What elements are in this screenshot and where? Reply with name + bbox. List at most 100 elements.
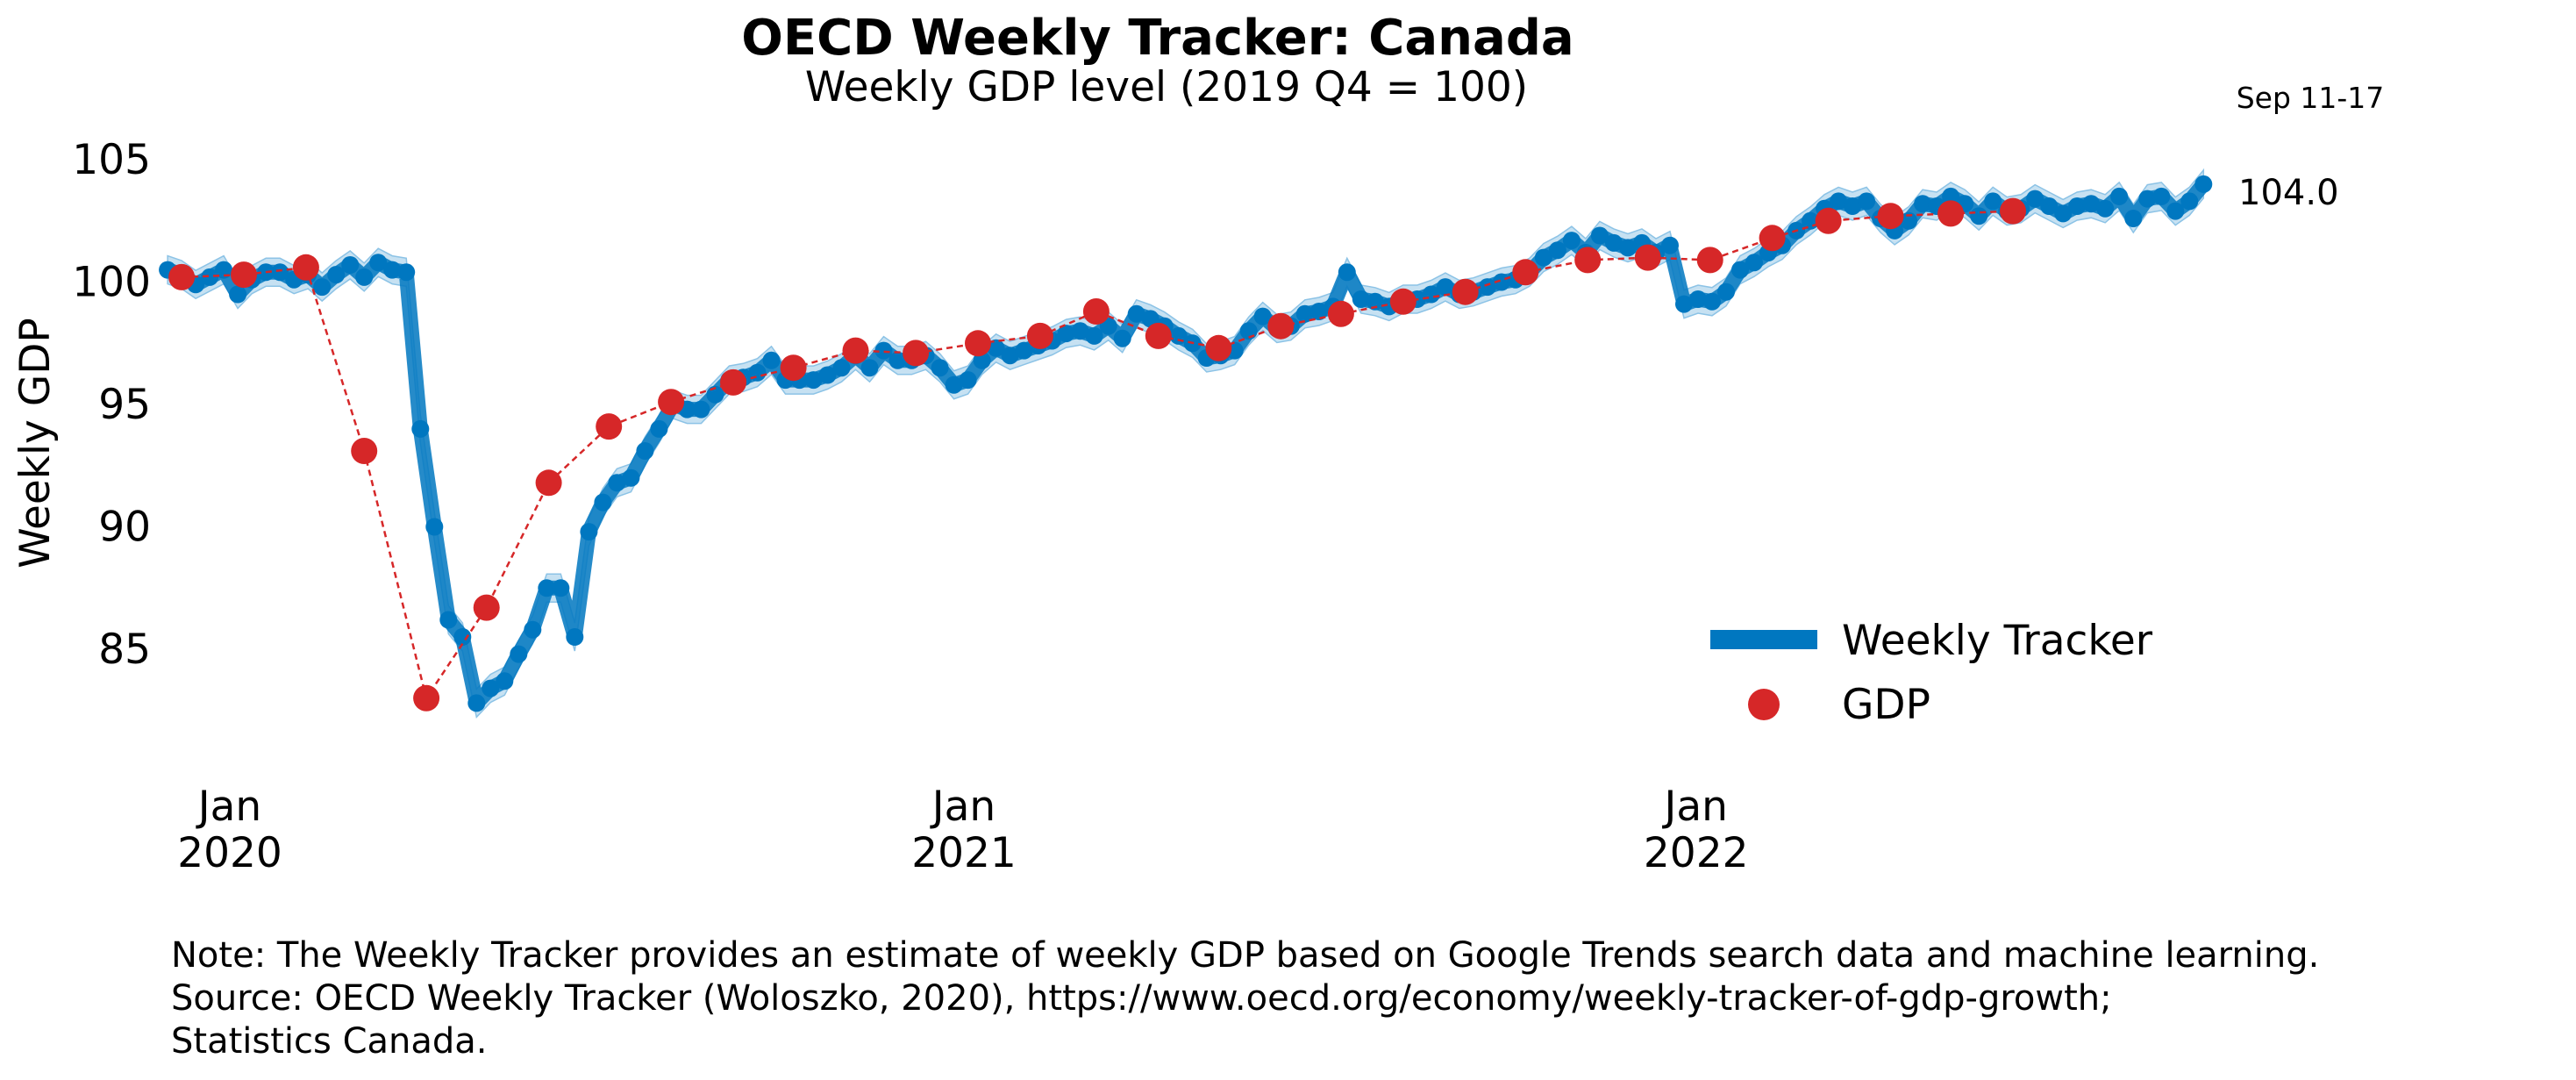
tracker-point — [1984, 192, 2002, 211]
tracker-point — [439, 611, 458, 629]
gdp-point — [1815, 207, 1842, 234]
gdp-point — [1145, 322, 1172, 349]
gdp-point — [965, 330, 991, 357]
tracker-point — [2166, 202, 2185, 220]
legend: Weekly Tracker GDP — [1710, 617, 2153, 729]
gdp-point — [535, 469, 562, 497]
tracker-point — [383, 261, 402, 279]
gdp-point — [1574, 247, 1602, 274]
gdp-point — [473, 594, 500, 621]
gdp-point — [1026, 322, 1053, 349]
tracker-point — [931, 359, 949, 377]
tracker-point — [229, 285, 247, 304]
tracker-point — [2124, 210, 2143, 227]
tracker-point — [496, 672, 514, 690]
tracker-point — [1338, 263, 1356, 282]
legend-tracker-label: Weekly Tracker — [1842, 617, 2153, 665]
tracker-point — [1071, 322, 1089, 340]
tracker-point — [1844, 197, 1862, 215]
tracker-point — [1562, 232, 1581, 250]
tracker-point — [1085, 326, 1103, 345]
gdp-point — [292, 254, 319, 281]
tracker-point — [2138, 190, 2157, 208]
tracker-point — [467, 694, 486, 712]
gdp-point — [720, 368, 746, 396]
note-line-1: Note: The Weekly Tracker provides an est… — [171, 935, 2319, 976]
tracker-point — [552, 579, 570, 597]
x-tick-label: Jan — [196, 783, 261, 831]
tracker-point — [1141, 310, 1160, 328]
y-tick-label: 90 — [98, 504, 151, 552]
gdp-point — [168, 263, 196, 290]
tracker-point — [1548, 241, 1566, 260]
y-axis-ticks: 85 90 95 100 105 — [72, 136, 151, 674]
tracker-point — [2180, 192, 2199, 211]
x-tick-label: Jan — [1661, 783, 1727, 831]
gdp-points-layer — [168, 197, 2026, 712]
gdp-point — [1937, 200, 1965, 227]
tracker-point — [987, 339, 1005, 357]
tracker-point — [1127, 304, 1145, 323]
tracker-point — [341, 256, 360, 274]
tracker-point — [1295, 304, 1314, 323]
tracker-point — [2082, 195, 2101, 213]
gdp-point — [2000, 197, 2026, 225]
tracker-point — [355, 268, 374, 286]
gdp-point — [1634, 244, 1661, 271]
tracker-point — [1619, 239, 1637, 257]
y-axis-label: Weekly GDP — [11, 318, 60, 569]
tracker-point — [1858, 192, 1876, 211]
latest-period-label: Sep 11-17 — [2237, 81, 2385, 115]
gdp-point — [1877, 203, 1904, 230]
x-tick-label: Jan — [930, 783, 995, 831]
tracker-point — [2110, 187, 2129, 205]
tracker-point — [271, 263, 289, 282]
tracker-point — [1689, 290, 1707, 308]
tracker-point — [1830, 192, 1848, 211]
y-tick-label: 85 — [98, 626, 151, 674]
y-tick-label: 100 — [72, 259, 151, 307]
tracker-point — [1717, 283, 1735, 301]
tracker-point — [1914, 195, 1932, 213]
tracker-point — [2054, 204, 2073, 223]
tracker-point — [1057, 325, 1075, 343]
tracker-point — [1436, 278, 1454, 297]
tracker-point — [1366, 292, 1384, 311]
note-line-3: Statistics Canada. — [171, 1021, 488, 1062]
gdp-point — [1205, 334, 1232, 361]
tracker-point — [1309, 303, 1328, 320]
gdp-point — [842, 337, 869, 364]
gdp-point — [1267, 312, 1295, 340]
tracker-point — [1703, 292, 1721, 311]
gdp-point — [1452, 278, 1479, 305]
tracker-point — [959, 371, 977, 390]
tracker-point — [1661, 236, 1679, 254]
tracker-point — [622, 468, 640, 487]
tracker-point — [2068, 197, 2087, 215]
tracker-point — [1478, 278, 1496, 297]
gdp-point — [231, 261, 257, 289]
tracker-point — [2026, 190, 2044, 208]
gdp-point — [1759, 225, 1786, 252]
tracker-point — [1001, 347, 1019, 365]
gdp-point — [1082, 298, 1110, 325]
gdp-point — [780, 354, 807, 382]
gdp-point — [351, 438, 378, 464]
tracker-point — [608, 474, 626, 492]
tracker-point — [1900, 211, 1918, 230]
note-line-2: Source: OECD Weekly Tracker (Woloszko, 2… — [171, 978, 2112, 1019]
gdp-point — [1512, 259, 1539, 286]
tracker-point — [369, 254, 388, 272]
tracker-point — [650, 419, 668, 438]
tracker-point — [453, 628, 472, 646]
tracker-point — [425, 518, 444, 536]
tracker-point — [874, 341, 893, 360]
tracker-point — [2040, 197, 2059, 215]
tracker-point — [524, 620, 542, 639]
tracker-point — [832, 359, 851, 377]
gdp-point — [903, 340, 930, 367]
chart-subtitle: Weekly GDP level (2019 Q4 = 100) — [805, 63, 1528, 111]
tracker-point — [2194, 175, 2213, 193]
tracker-point — [2096, 199, 2115, 218]
